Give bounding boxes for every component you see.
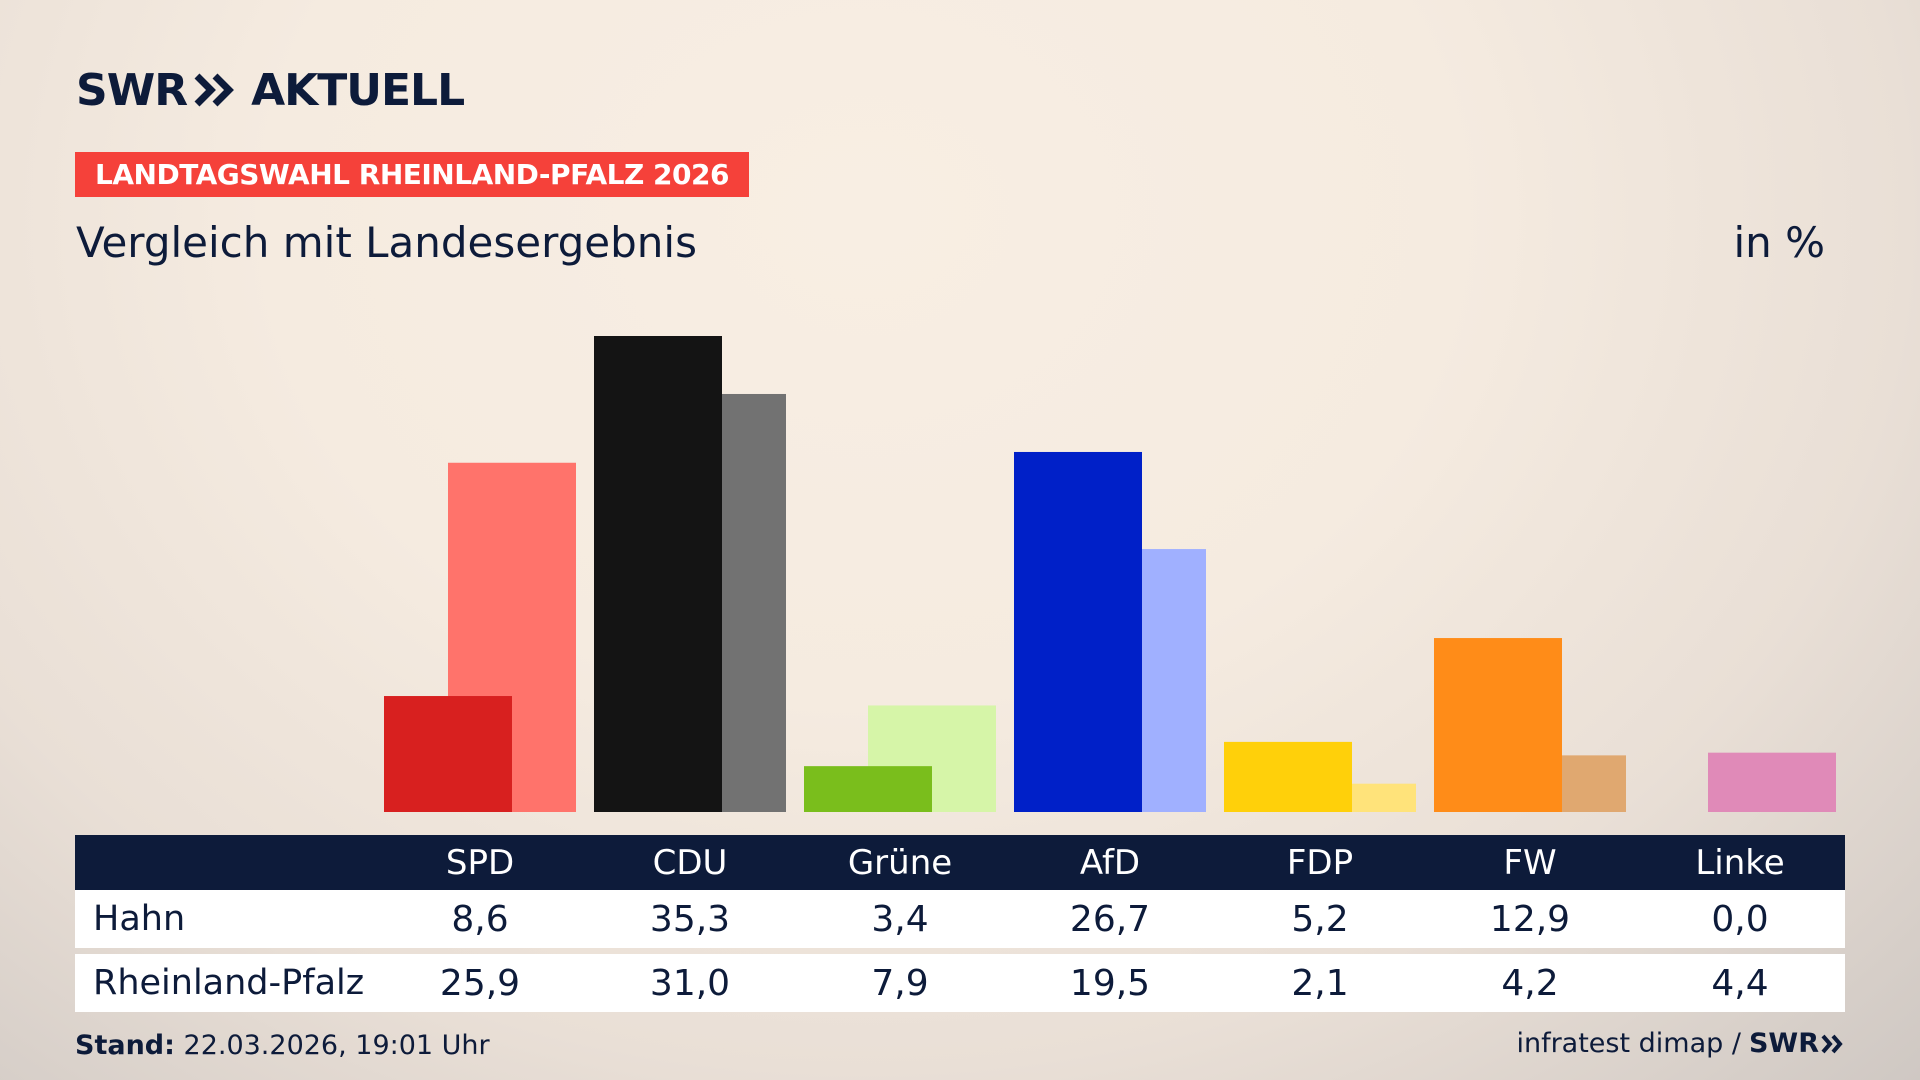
value-hahn-afd: 26,7 <box>1069 898 1151 940</box>
tick-label-spd: SPD <box>445 842 515 883</box>
unit-label: in % <box>1733 218 1825 267</box>
value-rlp-cdu: 31,0 <box>649 962 731 1004</box>
swr-aktuell-logo: SWR AKTUELL <box>76 64 465 116</box>
chart-subtitle: Vergleich mit Landesergebnis <box>76 218 697 267</box>
value-rlp-spd: 25,9 <box>439 962 521 1004</box>
tick-label-linke: Linke <box>1695 842 1785 883</box>
table-row-hahn: Hahn 8,6 35,3 3,4 26,7 5,2 12,9 0,0 <box>75 890 1845 948</box>
source-credit: infratest dimap / SWR <box>1516 1028 1845 1059</box>
results-table: SPD CDU Grüne AfD FDP FW Linke Hahn 8,6 35,3 3,4… <box>75 835 1845 1012</box>
bar-hahn-fdp <box>1224 741 1352 812</box>
bar-hahn-spd <box>384 696 512 812</box>
value-rlp-fw: 4,2 <box>1501 962 1559 1004</box>
value-rlp-fdp: 2,1 <box>1291 962 1349 1004</box>
double-chevron-icon <box>194 73 235 107</box>
value-rlp-afd: 19,5 <box>1069 962 1151 1004</box>
timestamp: Stand: 22.03.2026, 19:01 Uhr <box>75 1030 490 1061</box>
value-rlp-gruene: 7,9 <box>871 962 929 1004</box>
value-rlp-linke: 4,4 <box>1711 962 1769 1004</box>
stand-label: Stand: <box>75 1030 175 1061</box>
bar-hahn-gruene <box>804 766 932 812</box>
table-row-rheinland-pfalz: Rheinland-Pfalz 25,9 31,0 7,9 19,5 2,1 4,2 4,4 <box>75 954 1845 1012</box>
bar-hahn-afd <box>1014 451 1142 812</box>
bar-hahn-cdu <box>594 336 722 812</box>
tick-label-fw: FW <box>1503 842 1557 883</box>
tick-label-cdu: CDU <box>652 842 728 883</box>
swr-small-logo-text: SWR <box>1748 1028 1819 1059</box>
logo-aktuell-text: AKTUELL <box>251 64 465 116</box>
tick-label-afd: AfD <box>1079 842 1141 883</box>
tick-label-fdp: FDP <box>1286 842 1354 883</box>
value-hahn-gruene: 3,4 <box>871 898 929 940</box>
table-header: SPD CDU Grüne AfD FDP FW Linke <box>75 835 1845 890</box>
logo-swr-text: SWR <box>76 64 188 116</box>
value-hahn-linke: 0,0 <box>1711 898 1769 940</box>
value-hahn-cdu: 35,3 <box>649 898 731 940</box>
election-kicker: LANDTAGSWAHL RHEINLAND-PFALZ 2026 <box>75 152 749 197</box>
row-label-hahn: Hahn <box>93 899 186 939</box>
row-label-rheinland-pfalz: Rheinland-Pfalz <box>93 963 365 1003</box>
value-hahn-spd: 8,6 <box>451 898 509 940</box>
value-hahn-fw: 12,9 <box>1489 898 1571 940</box>
value-hahn-fdp: 5,2 <box>1291 898 1349 940</box>
bar-hahn-fw <box>1434 638 1562 812</box>
stand-value: 22.03.2026, 19:01 Uhr <box>183 1030 490 1061</box>
bar-rlp-linke <box>1708 752 1836 812</box>
double-chevron-small-icon <box>1821 1034 1843 1053</box>
source-text: infratest dimap / <box>1516 1028 1741 1059</box>
tick-label-gruene: Grüne <box>847 842 953 883</box>
